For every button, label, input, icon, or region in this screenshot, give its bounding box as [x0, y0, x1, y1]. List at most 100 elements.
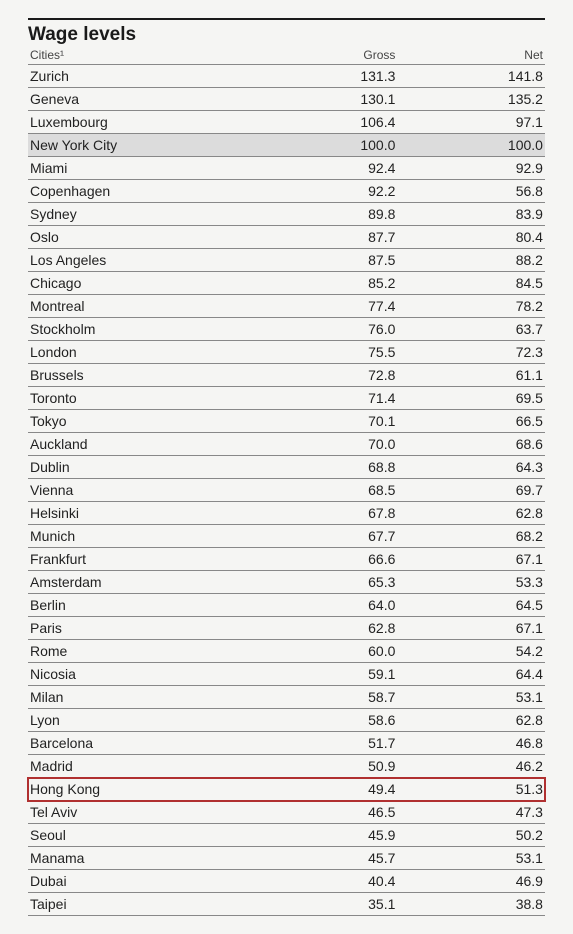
cell-gross: 100.0	[266, 137, 406, 153]
cell-city: Hong Kong	[28, 781, 266, 797]
cell-city: Helsinki	[28, 505, 266, 521]
cell-net: 64.5	[405, 597, 545, 613]
table-row: Lyon58.662.8	[28, 709, 545, 732]
cell-city: Auckland	[28, 436, 266, 452]
cell-gross: 87.7	[266, 229, 406, 245]
cell-city: Taipei	[28, 896, 266, 912]
wage-table-container: Wage levels Cities¹ Gross Net Zurich131.…	[28, 18, 545, 916]
cell-city: Tokyo	[28, 413, 266, 429]
cell-city: Rome	[28, 643, 266, 659]
header-city: Cities¹	[28, 48, 266, 62]
cell-net: 84.5	[405, 275, 545, 291]
cell-city: Tel Aviv	[28, 804, 266, 820]
cell-net: 72.3	[405, 344, 545, 360]
table-row: Berlin64.064.5	[28, 594, 545, 617]
cell-city: Lyon	[28, 712, 266, 728]
cell-city: Dublin	[28, 459, 266, 475]
cell-gross: 64.0	[266, 597, 406, 613]
table-row: London75.572.3	[28, 341, 545, 364]
cell-city: Milan	[28, 689, 266, 705]
cell-net: 53.1	[405, 850, 545, 866]
table-row: Milan58.753.1	[28, 686, 545, 709]
cell-net: 67.1	[405, 551, 545, 567]
table-row: Stockholm76.063.7	[28, 318, 545, 341]
cell-net: 64.4	[405, 666, 545, 682]
table-row: Madrid50.946.2	[28, 755, 545, 778]
cell-net: 64.3	[405, 459, 545, 475]
cell-net: 68.2	[405, 528, 545, 544]
cell-gross: 71.4	[266, 390, 406, 406]
cell-gross: 89.8	[266, 206, 406, 222]
cell-gross: 35.1	[266, 896, 406, 912]
cell-gross: 106.4	[266, 114, 406, 130]
table-row: Geneva130.1135.2	[28, 88, 545, 111]
cell-city: Brussels	[28, 367, 266, 383]
cell-net: 80.4	[405, 229, 545, 245]
table-body: Zurich131.3141.8Geneva130.1135.2Luxembou…	[28, 65, 545, 916]
cell-net: 38.8	[405, 896, 545, 912]
cell-gross: 85.2	[266, 275, 406, 291]
table-row: Los Angeles87.588.2	[28, 249, 545, 272]
cell-gross: 59.1	[266, 666, 406, 682]
cell-gross: 49.4	[266, 781, 406, 797]
cell-city: Dubai	[28, 873, 266, 889]
table-row: Helsinki67.862.8	[28, 502, 545, 525]
cell-city: Copenhagen	[28, 183, 266, 199]
table-row: Amsterdam65.353.3	[28, 571, 545, 594]
cell-gross: 130.1	[266, 91, 406, 107]
table-row: Rome60.054.2	[28, 640, 545, 663]
header-gross: Gross	[266, 48, 406, 62]
cell-gross: 70.1	[266, 413, 406, 429]
table-row: Barcelona51.746.8	[28, 732, 545, 755]
cell-net: 46.2	[405, 758, 545, 774]
cell-city: Vienna	[28, 482, 266, 498]
cell-city: Amsterdam	[28, 574, 266, 590]
cell-gross: 87.5	[266, 252, 406, 268]
cell-net: 67.1	[405, 620, 545, 636]
cell-gross: 75.5	[266, 344, 406, 360]
cell-net: 88.2	[405, 252, 545, 268]
table-row: New York City100.0100.0	[28, 134, 545, 157]
cell-net: 47.3	[405, 804, 545, 820]
cell-city: Seoul	[28, 827, 266, 843]
cell-gross: 45.7	[266, 850, 406, 866]
cell-city: Oslo	[28, 229, 266, 245]
cell-net: 46.8	[405, 735, 545, 751]
cell-city: Frankfurt	[28, 551, 266, 567]
cell-city: Montreal	[28, 298, 266, 314]
table-row: Frankfurt66.667.1	[28, 548, 545, 571]
cell-net: 69.7	[405, 482, 545, 498]
table-row: Tel Aviv46.547.3	[28, 801, 545, 824]
table-row: Oslo87.780.4	[28, 226, 545, 249]
table-title: Wage levels	[28, 18, 545, 48]
table-row: Brussels72.861.1	[28, 364, 545, 387]
cell-gross: 131.3	[266, 68, 406, 84]
cell-gross: 66.6	[266, 551, 406, 567]
table-row: Seoul45.950.2	[28, 824, 545, 847]
cell-city: Madrid	[28, 758, 266, 774]
cell-net: 141.8	[405, 68, 545, 84]
cell-city: Zurich	[28, 68, 266, 84]
cell-net: 54.2	[405, 643, 545, 659]
cell-city: Barcelona	[28, 735, 266, 751]
cell-city: Paris	[28, 620, 266, 636]
header-net: Net	[405, 48, 545, 62]
table-row: Paris62.867.1	[28, 617, 545, 640]
cell-gross: 92.4	[266, 160, 406, 176]
cell-net: 50.2	[405, 827, 545, 843]
cell-net: 61.1	[405, 367, 545, 383]
cell-gross: 58.6	[266, 712, 406, 728]
table-row: Nicosia59.164.4	[28, 663, 545, 686]
cell-gross: 92.2	[266, 183, 406, 199]
cell-net: 97.1	[405, 114, 545, 130]
cell-net: 92.9	[405, 160, 545, 176]
cell-city: Sydney	[28, 206, 266, 222]
table-row: Hong Kong49.451.3	[28, 778, 545, 801]
cell-gross: 58.7	[266, 689, 406, 705]
table-row: Manama45.753.1	[28, 847, 545, 870]
cell-net: 69.5	[405, 390, 545, 406]
table-row: Dubai40.446.9	[28, 870, 545, 893]
cell-net: 83.9	[405, 206, 545, 222]
table-header-row: Cities¹ Gross Net	[28, 48, 545, 65]
table-row: Dublin68.864.3	[28, 456, 545, 479]
